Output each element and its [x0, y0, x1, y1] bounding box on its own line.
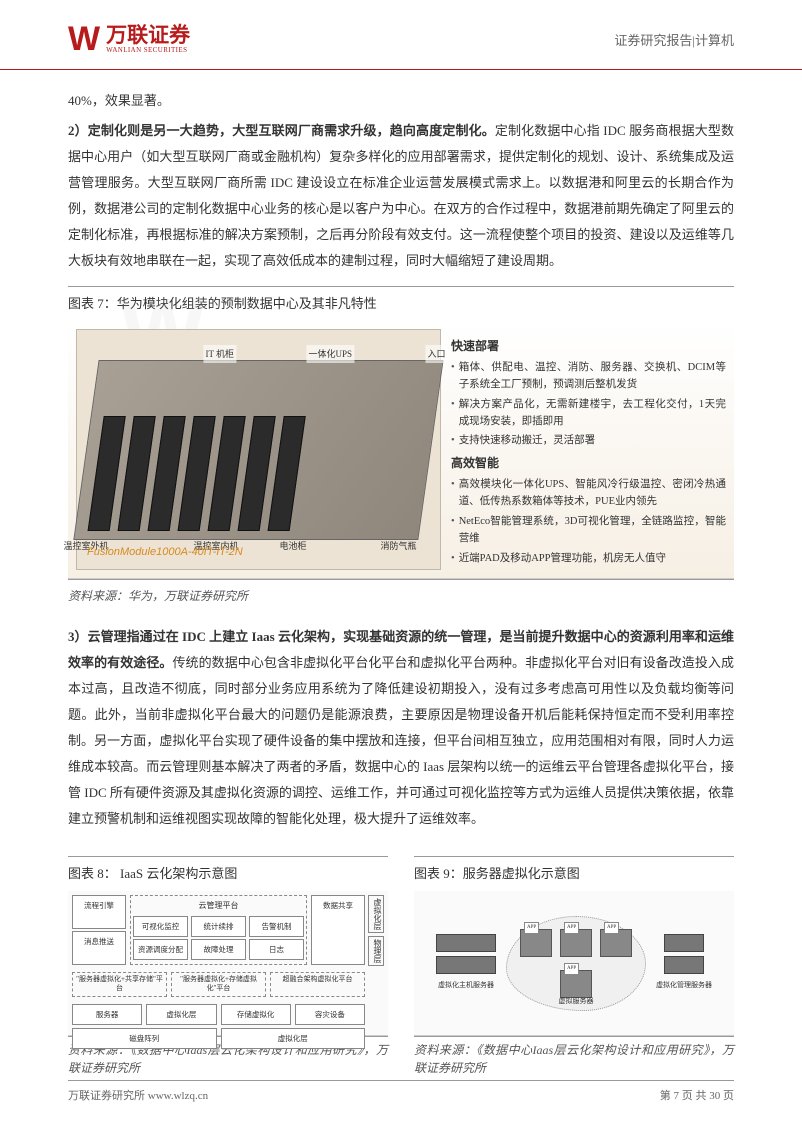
feature-bullet: 解决方案产品化，无需新建楼宇，去工程化交付，1天完成现场安装，即插即用 [451, 397, 726, 431]
iaas-cell: 磁盘阵列 [72, 1028, 217, 1049]
para3-body: 传统的数据中心包含非虚拟化平台化平台和虚拟化平台两种。非虚拟化平台对旧有设备改造… [68, 655, 734, 826]
feature-bullet: 支持快速移动搬迁，灵活部署 [451, 433, 726, 450]
server-rack [436, 956, 496, 974]
vm-node [600, 929, 632, 957]
feature-head-2: 高效智能 [451, 454, 726, 473]
iaas-cell: 告警机制 [249, 916, 304, 937]
figure-9-body: 虚拟化主机服务器 虚拟服务器 虚拟化管理服务器 [414, 891, 734, 1036]
figure-8-body: 流程引擎 消息推送 云管理平台 可视化监控 统计续排 告警机制 [68, 891, 388, 1036]
iaas-side-phys: 物理层 [368, 936, 384, 966]
label-entrance: 入口 [425, 345, 447, 363]
logo: W 万联证券 WANLIAN SECURITIES [68, 20, 190, 59]
server-rack [664, 956, 704, 974]
rack-unit [268, 416, 306, 530]
para-continued: 40%，效果显著。 [68, 88, 734, 114]
page-header: W 万联证券 WANLIAN SECURITIES 证券研究报告|计算机 [0, 0, 802, 70]
logo-text-cn: 万联证券 [106, 25, 190, 46]
header-category: 证券研究报告|计算机 [614, 30, 734, 49]
figure-9-col: 图表 9：服务器虚拟化示意图 虚拟化主机服务器 [414, 844, 734, 1093]
mgmt-label: 虚拟化管理服务器 [656, 978, 712, 992]
figure-7-title: 图表 7：华为模块化组装的预制数据中心及其非凡特性 [68, 286, 734, 321]
container-box: IT 机柜 一体化UPS 入口 温控室外机 温控室内机 电池柜 消防气瓶 [73, 360, 443, 540]
vm-label: 虚拟服务器 [559, 994, 594, 1008]
feature-head-1: 快速部署 [451, 337, 726, 356]
vm-node [560, 929, 592, 957]
figure-7-features: 快速部署 箱体、供配电、温控、消防、服务器、交换机、DCIM等子系统全工厂预制，… [451, 329, 726, 570]
cloud-cluster: 虚拟服务器 [506, 916, 646, 1011]
figure-8-col: 图表 8： IaaS 云化架构示意图 流程引擎 消息推送 云管理平台 [68, 844, 388, 1093]
figure-7-body: IT 机柜 一体化UPS 入口 温控室外机 温控室内机 电池柜 消防气瓶 Fus… [68, 321, 734, 579]
footer-left: 万联证券研究所 www.wlzq.cn [68, 1087, 208, 1103]
iaas-cell: 虚拟化层 [146, 1004, 216, 1025]
paragraph-3: 3）云管理指通过在 IDC 上建立 Iaas 云化架构，实现基础资源的统一管理，… [68, 624, 734, 832]
iaas-vbox: "服务器虚拟化+存储虚拟化"平台 [171, 972, 266, 996]
server-rack [664, 934, 704, 952]
feature-bullet: 高效模块化一体化UPS、智能风冷行级温控、密闭冷热通道、低传热系数箱体等技术，P… [451, 477, 726, 511]
iaas-side-virt: 虚拟化层 [368, 895, 384, 933]
physical-servers: 虚拟化主机服务器 [436, 934, 496, 992]
feature-bullet: NetEco智能管理系统，3D可视化管理，全链路监控，智能营维 [451, 514, 726, 548]
para2-headline: 2）定制化则是另一大趋势，大型互联网厂商需求升级，趋向高度定制化。 [68, 123, 495, 138]
mgmt-servers: 虚拟化管理服务器 [656, 934, 712, 992]
paragraph-2: 2）定制化则是另一大趋势，大型互联网厂商需求升级，趋向高度定制化。定制化数据中心… [68, 118, 734, 274]
label-it-cabinet: IT 机柜 [203, 345, 236, 363]
iaas-cell: 消息推送 [72, 931, 126, 965]
iaas-cell: 资源调度分配 [133, 939, 188, 960]
container-diagram: IT 机柜 一体化UPS 入口 温控室外机 温控室内机 电池柜 消防气瓶 Fus… [76, 329, 441, 570]
fusion-module-label: FusionModule1000A-40fT-IT-2N [87, 541, 243, 563]
iaas-cell: 日志 [249, 939, 304, 960]
iaas-platform-title: 云管理平台 [133, 898, 304, 914]
para2-body: 定制化数据中心指 IDC 服务商根据大型数据中心用户（如大型互联网厂商或金融机构… [68, 123, 734, 268]
iaas-cell: 服务器 [72, 1004, 142, 1025]
figure-7-source: 资料来源：华为，万联证券研究所 [68, 579, 734, 612]
main-content: 40%，效果显著。 2）定制化则是另一大趋势，大型互联网厂商需求升级，趋向高度定… [0, 70, 802, 1113]
server-rack [436, 934, 496, 952]
logo-icon: W [68, 20, 100, 59]
iaas-cell: 流程引擎 [72, 895, 126, 929]
iaas-cell: 容灾设备 [295, 1004, 365, 1025]
server-label: 虚拟化主机服务器 [438, 978, 494, 992]
footer-right: 第 7 页 共 30 页 [660, 1087, 734, 1103]
vm-node [520, 929, 552, 957]
label-fire: 消防气瓶 [380, 536, 416, 554]
iaas-vbox: 超融合架构虚拟化平台 [270, 972, 365, 996]
iaas-cell: 虚拟化层 [221, 1028, 366, 1049]
iaas-cell: 可视化监控 [133, 916, 188, 937]
two-column-figures: 图表 8： IaaS 云化架构示意图 流程引擎 消息推送 云管理平台 [68, 844, 734, 1093]
label-battery: 电池柜 [279, 536, 306, 554]
iaas-vbox: "服务器虚拟化+共享存储"平台 [72, 972, 167, 996]
iaas-cell: 数据共享 [311, 895, 365, 965]
figure-9-title: 图表 9：服务器虚拟化示意图 [414, 856, 734, 891]
iaas-cell: 统计续排 [191, 916, 246, 937]
feature-bullet: 箱体、供配电、温控、消防、服务器、交换机、DCIM等子系统全工厂预制，预调测后整… [451, 360, 726, 394]
figure-8-title: 图表 8： IaaS 云化架构示意图 [68, 856, 388, 891]
figure-9-source: 资料来源：《数据中心Iaas层云化架构设计和应用研究》，万联证券研究所 [414, 1036, 734, 1081]
page-footer: 万联证券研究所 www.wlzq.cn 第 7 页 共 30 页 [68, 1080, 734, 1103]
label-ups: 一体化UPS [306, 345, 354, 363]
feature-bullet: 近端PAD及移动APP管理功能，机房无人值守 [451, 551, 726, 568]
iaas-cell: 存储虚拟化 [221, 1004, 291, 1025]
iaas-cell: 故障处理 [191, 939, 246, 960]
logo-text-en: WANLIAN SECURITIES [106, 46, 190, 54]
